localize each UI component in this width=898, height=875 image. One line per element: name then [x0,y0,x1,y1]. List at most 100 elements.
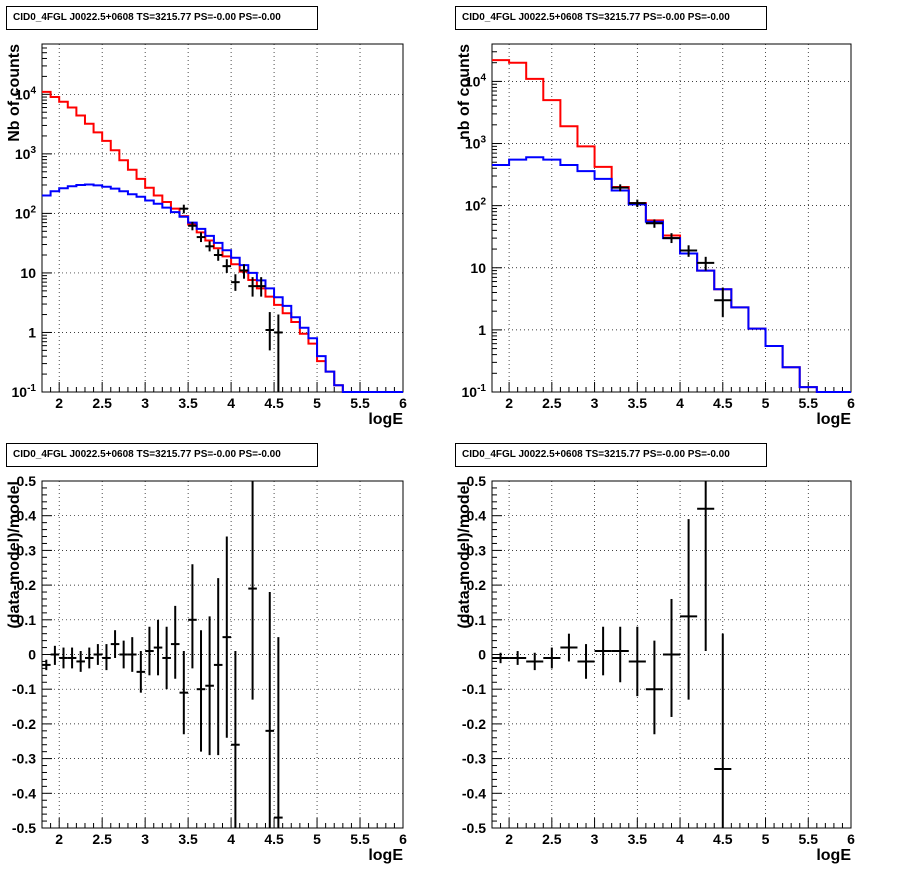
counts-coarse-plot: 2 2.5 3 3.5 4 4.5 5 5.5 610-1110102103104logEnb … [456,43,855,428]
pad-counts-coarse: 2 2.5 3 3.5 4 4.5 5 5.5 6 10-1 1 10 102 103 104 logE nb … [449,0,898,437]
y-tick-label: 0.2 [467,577,487,593]
x-tick-label: 6 [399,831,407,847]
data-point [93,644,103,665]
data-point [645,640,663,735]
y-tick-label: 10 [470,260,486,276]
data-point [119,640,128,669]
y-tick-label: -0.1 [462,681,486,697]
data-point [256,277,266,297]
y-tick-label: -0.3 [462,751,486,767]
data-point [714,287,732,318]
data-point [231,651,240,828]
data-point [265,592,275,828]
data-point [492,652,510,664]
data-point [188,221,197,231]
x-tick-label: 5.5 [799,831,819,847]
x-tick-label: 4.5 [264,395,284,411]
y-tick-label: 0.5 [17,473,37,489]
x-tick-label: 5.5 [350,831,370,847]
x-tick-label: 2.5 [542,395,562,411]
histogram-series [492,156,851,393]
plot-title: CID0_4FGL J0022.5+0608 TS=3215.77 PS=-0.… [6,443,318,467]
data-point [76,651,85,672]
data-point [67,647,77,669]
data-point [59,647,68,669]
data-point [628,626,646,697]
data-point [205,616,214,756]
y-tick-label: -0.2 [462,716,486,732]
x-tick-label: 6 [847,395,855,411]
x-tick-label: 5 [313,831,321,847]
y-tick-label: 0.3 [467,542,487,558]
data-point [136,651,146,693]
y-tick-label: -0.4 [462,785,486,801]
data-point [196,232,206,243]
x-tick-label: 4.5 [713,395,733,411]
y-tick-label: -0.3 [12,751,36,767]
data-point [662,233,681,244]
plot-frame [491,43,852,393]
y-tick-label: 0.2 [17,577,37,593]
x-tick-label: 4 [676,831,684,847]
data-point [239,264,249,279]
data-point [662,598,681,717]
plot-title: CID0_4FGL J0022.5+0608 TS=3215.77 PS=-0.… [455,443,767,467]
data-point [628,199,646,208]
y-tick-label: 0.5 [467,473,487,489]
data-point [594,626,612,676]
pad-counts-fine: 2 2.5 3 3.5 4 4.5 5 5.5 6 10-1 1 10 102 103 104 logE Nb … [0,0,449,437]
data-point [680,245,698,257]
data-point [543,647,561,669]
x-tick-label: 3.5 [178,831,198,847]
plot-title: CID0_4FGL J0022.5+0608 TS=3215.77 PS=-0.… [6,6,318,30]
x-tick-label: 2 [55,395,63,411]
data-point [222,259,232,273]
y-tick-label: 102 [15,204,37,221]
pad-residuals-coarse: 2 2.5 3 3.5 4 4.5 5 5.5 6 -0.5 -0.4 -0.3 -0.2 -0.1 0 0.… [449,437,898,875]
histogram-series [492,59,851,393]
data-point [577,644,595,679]
x-tick-label: 2.5 [92,395,112,411]
y-tick-label: 10 [20,265,36,281]
data-point [611,626,629,683]
x-tick-label: 2 [55,831,63,847]
data-point [697,481,715,652]
y-tick-label: 10-1 [462,383,487,400]
data-point [231,274,240,291]
data-point [509,651,527,665]
y-tick-label: 0.1 [467,612,487,628]
y-tick-label: 0.4 [17,508,37,524]
data-point [50,645,60,665]
data-point [145,626,154,676]
data-point [213,249,223,261]
data-point [222,536,232,738]
x-tick-label: 2 [505,831,513,847]
x-tick-label: 5 [313,395,321,411]
x-tick-label: 6 [399,395,407,411]
y-tick-label: 0 [478,647,486,663]
data-point [248,481,257,700]
x-tick-label: 4 [227,395,235,411]
y-tick-label: 0.3 [17,542,37,558]
x-tick-label: 3.5 [178,395,198,411]
x-tick-label: 5 [762,831,770,847]
x-tick-label: 4 [227,831,235,847]
y-tick-label: 1 [478,322,486,338]
x-axis-title: logE [816,411,851,428]
residuals-fine-plot: 2 2.5 3 3.5 4 4.5 5 5.5 6 -0.5 -0.4 -0.3 -0.2 -0.1 0 0.… [6,473,407,864]
data-point [560,633,578,662]
data-point [714,633,732,828]
x-axis-title: logE [816,847,851,864]
y-tick-label: 0.4 [467,508,487,524]
x-tick-label: 3 [591,831,599,847]
x-tick-label: 4.5 [264,831,284,847]
data-point [611,184,629,192]
data-point [265,312,275,351]
x-tick-label: 5.5 [350,395,370,411]
y-tick-label: -0.4 [12,785,36,801]
y-tick-label: -0.5 [12,820,36,836]
data-point [153,619,163,676]
x-tick-label: 2 [505,395,513,411]
y-axis-title: (data-model)/model [456,481,473,629]
x-tick-label: 4.5 [713,831,733,847]
